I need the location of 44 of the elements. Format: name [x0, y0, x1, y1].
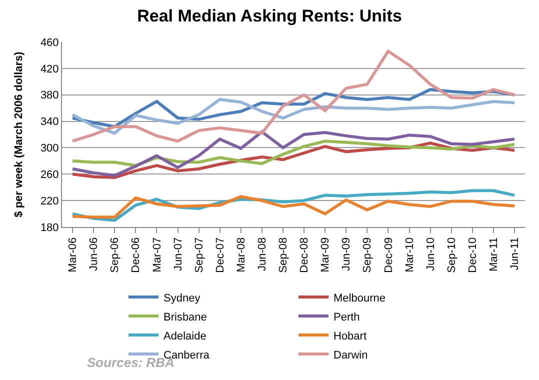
- x-tick-label: Dec-08: [298, 237, 311, 273]
- line-series: [71, 130, 516, 177]
- y-tick-label: 420: [40, 63, 59, 76]
- line-series: [71, 140, 516, 168]
- legend-label: Sydney: [164, 292, 201, 304]
- x-tick-label: Dec-09: [382, 237, 395, 273]
- x-tick-label: Sep-09: [362, 237, 374, 273]
- x-tick-label: Mar-07: [151, 237, 164, 272]
- x-tick-label: Jun-07: [172, 237, 184, 272]
- x-tick-label: Sep-10: [446, 237, 458, 273]
- y-tick-label: 460: [40, 36, 59, 49]
- x-tick-label: Jun-06: [88, 237, 100, 272]
- x-tick-label: Mar-11: [488, 237, 500, 272]
- x-tick-label: Jun-09: [340, 237, 353, 272]
- x-tick-label: Mar-08: [235, 237, 248, 272]
- y-tick-label: 260: [40, 168, 59, 181]
- x-tick-label: Sep-06: [109, 237, 122, 273]
- x-tick-label: Jun-11: [509, 237, 522, 270]
- x-tick-label: Dec-10: [466, 237, 479, 273]
- legend-label: Melbourne: [334, 292, 386, 304]
- x-tick-label: Jun-08: [256, 237, 269, 272]
- legend-label: Perth: [334, 311, 360, 324]
- x-tick-label: Dec-06: [130, 237, 142, 273]
- line-series: [71, 50, 516, 143]
- legend-label: Brisbane: [164, 311, 207, 324]
- y-tick-label: 180: [40, 222, 59, 234]
- x-tick-label: Mar-10: [404, 237, 416, 272]
- y-axis-title: $ per week (March 2006 dollars): [13, 51, 26, 218]
- x-tick-label: Sep-07: [193, 237, 206, 273]
- chart-title: Real Median Asking Rents: Units: [137, 6, 402, 26]
- y-tick-label: 300: [40, 142, 59, 155]
- legend-label: Hobart: [334, 330, 367, 342]
- x-tick-label: Dec-07: [214, 237, 226, 273]
- y-tick-label: 220: [40, 195, 59, 208]
- x-tick-label: Jun-10: [424, 237, 437, 272]
- y-tick-label: 340: [40, 116, 59, 128]
- legend-label: Darwin: [334, 349, 368, 362]
- line-series: [71, 98, 516, 135]
- legend-label: Adelaide: [164, 330, 206, 342]
- line-series: [71, 195, 516, 219]
- x-tick-label: Sep-08: [278, 237, 290, 273]
- x-tick-label: Mar-06: [67, 237, 80, 272]
- x-tick-label: Mar-09: [320, 237, 332, 272]
- y-tick-label: 380: [40, 90, 59, 102]
